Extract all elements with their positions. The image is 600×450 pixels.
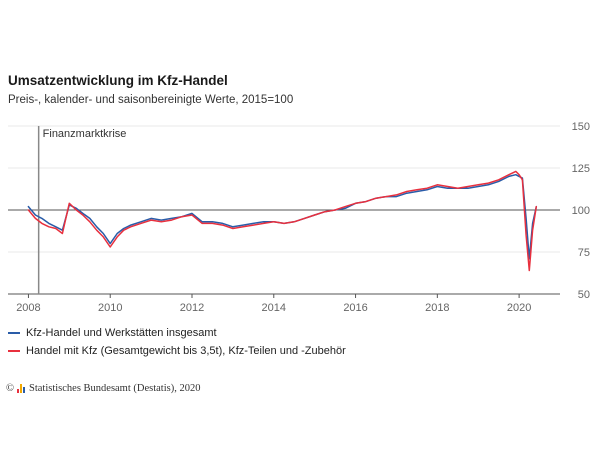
y-tick-label: 150 [572, 121, 590, 133]
x-tick-label: 2016 [343, 302, 367, 314]
y-tick-label: 75 [578, 247, 590, 259]
chart-legend: Kfz-Handel und Werkstätten insgesamt Han… [8, 324, 346, 360]
legend-item-handel: Handel mit Kfz (Gesamtgewicht bis 3,5t),… [8, 342, 346, 360]
x-tick-label: 2010 [98, 302, 122, 314]
x-tick-label: 2014 [262, 302, 286, 314]
y-tick-label: 100 [572, 205, 590, 217]
y-tick-label: 50 [578, 289, 590, 301]
x-tick-label: 2020 [507, 302, 531, 314]
legend-swatch-blue [8, 332, 20, 334]
line-chart: 50 75 100 125 150 2008 2010 2012 2014 2016 2018 202… [8, 121, 590, 314]
y-tick-label: 125 [572, 163, 590, 175]
source-text: Statistisches Bundesamt (Destatis), 2020 [28, 383, 201, 394]
source-note: © Statistisches Bundesamt (Destatis), 20… [6, 383, 200, 394]
legend-label: Kfz-Handel und Werkstätten insgesamt [26, 327, 217, 339]
copyright-symbol: © [6, 383, 14, 394]
chart-title: Umsatzentwicklung im Kfz-Handel [8, 73, 228, 88]
crisis-annotation-label: Finanzmarktkrise [43, 128, 127, 140]
legend-label: Handel mit Kfz (Gesamtgewicht bis 3,5t),… [26, 345, 346, 357]
x-tick-label: 2018 [425, 302, 449, 314]
legend-item-insgesamt: Kfz-Handel und Werkstätten insgesamt [8, 324, 346, 342]
x-tick-label: 2012 [180, 302, 204, 314]
chart-subtitle: Preis-, kalender- und saisonbereinigte W… [8, 94, 294, 106]
series-line-handel [27, 170, 538, 272]
x-tick-label: 2008 [16, 302, 40, 314]
legend-swatch-red [8, 350, 20, 352]
destatis-logo-icon [16, 384, 25, 393]
